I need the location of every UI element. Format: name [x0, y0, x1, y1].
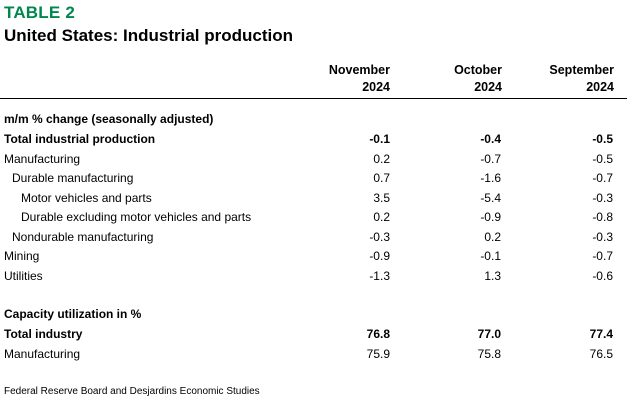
row-label: Manufacturing — [4, 151, 81, 166]
row-value: 0.2 — [484, 229, 501, 244]
table-row: Manufacturing 75.9 75.8 76.5 — [0, 345, 627, 364]
column-month: September — [549, 63, 614, 77]
row-value: -1.3 — [369, 268, 390, 283]
row-value: -0.4 — [480, 132, 501, 146]
column-year: 2024 — [362, 80, 390, 94]
row-value: -1.6 — [480, 171, 501, 185]
row-label: Total industry — [4, 327, 83, 341]
row-label: Manufacturing — [4, 346, 81, 361]
column-month: November — [328, 63, 390, 77]
row-value: 3.5 — [373, 190, 390, 205]
row-value: -0.7 — [592, 171, 613, 185]
row-label: Utilities — [4, 268, 43, 283]
table-row: Durable manufacturing 0.7 -1.6 -0.7 — [0, 169, 627, 188]
row-label: Durable excluding motor vehicles and par… — [21, 210, 252, 224]
row-value: -0.6 — [592, 268, 613, 283]
table-row: Nondurable manufacturing -0.3 0.2 -0.3 — [0, 228, 627, 247]
row-value: -5.4 — [480, 190, 501, 205]
row-value: 0.7 — [373, 171, 390, 185]
column-header-september: September 2024 — [484, 62, 614, 96]
source-note: Federal Reserve Board and Desjardins Eco… — [4, 386, 260, 397]
row-value: -0.1 — [480, 249, 501, 263]
row-value: 0.2 — [373, 151, 390, 166]
column-header-october: October 2024 — [372, 62, 502, 96]
table-row: Manufacturing 0.2 -0.7 -0.5 — [0, 150, 627, 169]
header-rule — [0, 98, 627, 99]
row-value: -0.7 — [480, 151, 501, 166]
row-value: -0.1 — [369, 132, 390, 146]
row-label: Nondurable manufacturing — [12, 229, 154, 244]
table-title: United States: Industrial production — [4, 26, 294, 45]
table-row: Mining -0.9 -0.1 -0.7 — [0, 247, 627, 266]
section-heading-mm-change: m/m % change (seasonally adjusted) — [4, 112, 214, 126]
column-year: 2024 — [474, 80, 502, 94]
section-heading-capacity-utilization: Capacity utilization in % — [4, 307, 142, 321]
table-number: TABLE 2 — [4, 3, 75, 22]
table-row: Total industrial production -0.1 -0.4 -0.5 — [0, 130, 627, 149]
table-row: Total industry 76.8 77.0 77.4 — [0, 325, 627, 344]
row-value: -0.3 — [592, 190, 613, 205]
column-month: October — [454, 63, 502, 77]
column-year: 2024 — [586, 80, 614, 94]
row-value: -0.9 — [480, 210, 501, 224]
row-value: -0.5 — [592, 151, 613, 166]
row-value: -0.8 — [592, 210, 613, 224]
row-value: 75.9 — [366, 346, 390, 361]
row-value: 76.5 — [589, 346, 613, 361]
row-label: Total industrial production — [4, 132, 156, 146]
row-label: Durable manufacturing — [12, 171, 134, 185]
row-value: -0.3 — [369, 229, 390, 244]
row-label: Mining — [4, 249, 40, 263]
table-row: Utilities -1.3 1.3 -0.6 — [0, 267, 627, 286]
row-value: -0.5 — [592, 132, 613, 146]
column-header-november: November 2024 — [260, 62, 390, 96]
row-label: Motor vehicles and parts — [21, 190, 152, 205]
row-value: 76.8 — [366, 327, 390, 341]
table-row: Motor vehicles and parts 3.5 -5.4 -0.3 — [0, 189, 627, 208]
row-value: 75.8 — [477, 346, 501, 361]
row-value: 77.4 — [589, 327, 613, 341]
row-value: 77.0 — [477, 327, 501, 341]
row-value: 0.2 — [373, 210, 390, 224]
table-row: Durable excluding motor vehicles and par… — [0, 208, 627, 227]
row-value: -0.3 — [592, 229, 613, 244]
row-value: -0.9 — [369, 249, 390, 263]
row-value: 1.3 — [484, 268, 501, 283]
row-value: -0.7 — [592, 249, 613, 263]
